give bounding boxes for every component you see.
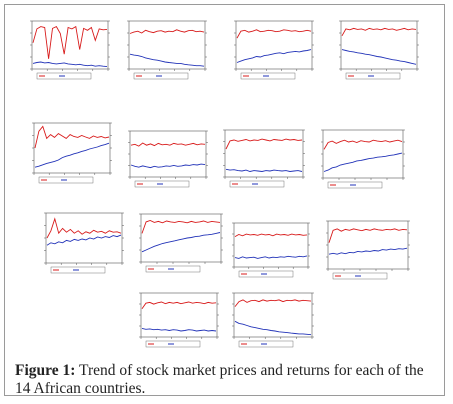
returns-line xyxy=(234,320,312,336)
price-line xyxy=(141,220,221,234)
price-line xyxy=(323,139,403,150)
returns-line xyxy=(328,247,408,255)
price-line xyxy=(236,29,312,39)
panel-12-svg xyxy=(326,220,410,280)
panel-3-svg xyxy=(234,20,314,80)
panel-1-svg xyxy=(30,20,110,80)
returns-line xyxy=(141,232,221,253)
panel-13 xyxy=(138,291,220,355)
plot-frame xyxy=(322,129,404,179)
panel-3 xyxy=(233,19,315,87)
plot-frame xyxy=(128,20,206,70)
price-line xyxy=(32,25,108,59)
panel-7 xyxy=(222,128,306,195)
plot-frame xyxy=(33,122,111,174)
returns-line xyxy=(32,61,108,68)
plot-frame xyxy=(233,222,309,268)
panel-14-svg xyxy=(232,292,314,348)
price-line xyxy=(225,138,303,150)
panel-11 xyxy=(231,221,311,285)
plot-frame xyxy=(45,212,123,264)
returns-line xyxy=(341,49,417,65)
panel-1 xyxy=(29,19,111,87)
price-line xyxy=(328,228,408,243)
panel-2-svg xyxy=(127,20,207,80)
panel-10-svg xyxy=(139,213,223,273)
returns-line xyxy=(234,255,308,259)
panel-5 xyxy=(31,121,113,191)
panel-12 xyxy=(325,219,411,287)
plot-frame xyxy=(235,20,313,70)
panel-9-svg xyxy=(44,212,124,274)
caption-label: Figure 1: xyxy=(15,362,76,379)
returns-line xyxy=(34,142,110,168)
panel-2 xyxy=(126,19,208,87)
panel-7-svg xyxy=(223,129,305,188)
price-line xyxy=(46,217,122,239)
panel-11-svg xyxy=(232,222,310,278)
price-line xyxy=(141,301,217,309)
plot-frame xyxy=(224,129,304,178)
panel-13-svg xyxy=(139,292,219,348)
plot-frame xyxy=(327,220,409,270)
returns-line xyxy=(323,152,403,172)
price-line xyxy=(130,142,206,147)
panel-6-svg xyxy=(128,130,208,188)
price-line xyxy=(234,233,308,237)
panel-6 xyxy=(127,129,209,195)
caption-text: Trend of stock market prices and returns… xyxy=(15,362,424,397)
price-line xyxy=(129,29,205,34)
figure-frame: Figure 1: Trend of stock market prices a… xyxy=(4,4,445,398)
panel-8 xyxy=(320,128,406,196)
price-line xyxy=(234,299,312,307)
panel-5-svg xyxy=(32,122,112,184)
panel-9 xyxy=(43,211,125,281)
price-line xyxy=(341,27,417,37)
returns-line xyxy=(130,163,206,169)
returns-line xyxy=(236,49,312,63)
panel-4 xyxy=(338,19,420,87)
panel-8-svg xyxy=(321,129,405,189)
returns-line xyxy=(141,327,217,332)
plot-frame xyxy=(129,130,207,178)
price-line xyxy=(34,125,110,149)
panel-10 xyxy=(138,212,224,280)
figure-caption: Figure 1: Trend of stock market prices a… xyxy=(15,362,440,398)
panel-14 xyxy=(231,291,315,355)
returns-line xyxy=(46,234,122,246)
panel-4-svg xyxy=(339,20,419,80)
returns-line xyxy=(129,53,205,67)
returns-line xyxy=(225,168,303,172)
